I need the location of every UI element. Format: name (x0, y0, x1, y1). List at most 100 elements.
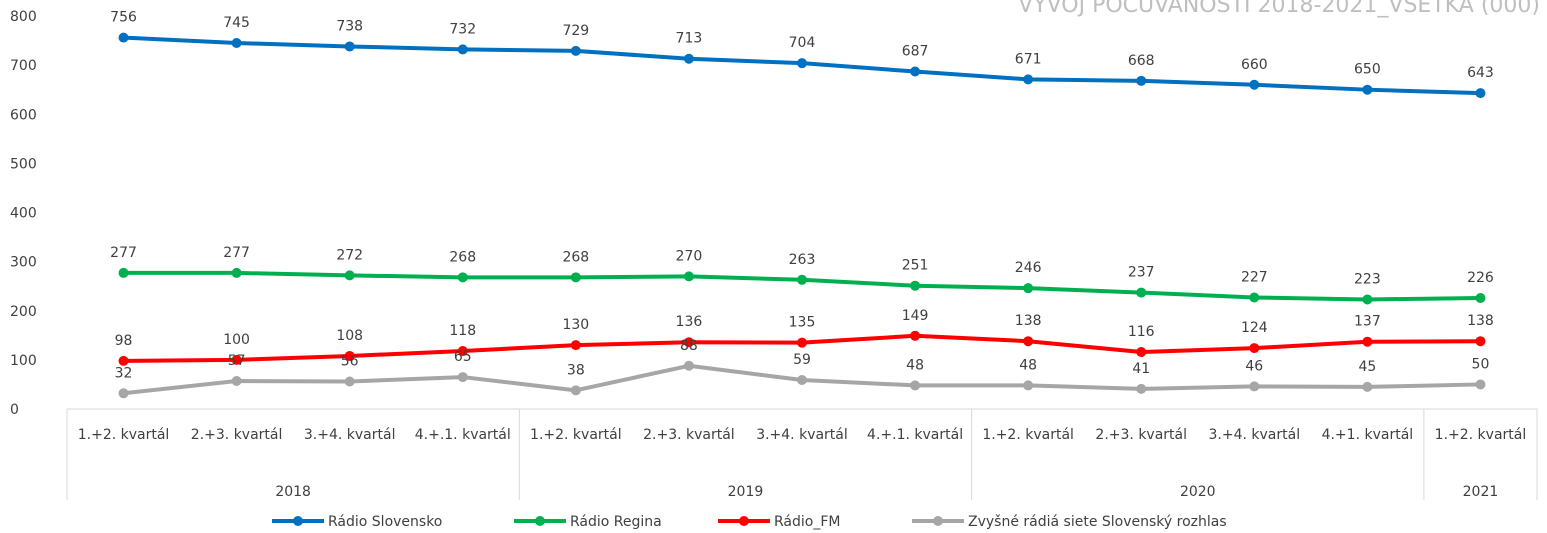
point (1362, 294, 1373, 305)
data-label: 50 (1472, 356, 1490, 372)
chart-title: VÝVOJ POČÚVANOSTI 2018-2021_VŠETKA (000) (1018, 0, 1540, 18)
data-label: 32 (115, 365, 133, 381)
legend-marker (535, 516, 545, 526)
legend-label: Rádio Slovensko (328, 514, 442, 530)
y-tick-label: 100 (10, 353, 37, 369)
x-tick-label: 1.+2. kvartál (982, 427, 1074, 443)
y-tick-label: 500 (10, 156, 37, 172)
point (457, 44, 468, 55)
point (797, 274, 807, 285)
data-label: 149 (902, 308, 929, 324)
data-label: 268 (449, 249, 476, 265)
data-label: 57 (228, 353, 246, 369)
point (118, 355, 129, 366)
data-label: 65 (454, 349, 472, 365)
data-label: 108 (336, 328, 363, 344)
data-label: 137 (1354, 314, 1381, 330)
point (231, 267, 242, 278)
x-tick-label: 1.+2. kvartál (77, 427, 170, 443)
data-label: 643 (1467, 65, 1494, 81)
x-tick-label: 4.+.1. kvartál (867, 427, 964, 443)
point (910, 330, 921, 341)
point (344, 270, 355, 281)
point (1136, 75, 1147, 86)
point (910, 280, 921, 291)
data-label: 732 (449, 21, 476, 37)
data-label: 116 (1128, 324, 1155, 340)
point (1249, 79, 1260, 90)
data-label: 745 (223, 15, 250, 31)
legend-label: Rádio_FM (774, 514, 840, 530)
point (1475, 379, 1486, 390)
data-label: 136 (676, 314, 703, 330)
point (910, 380, 921, 391)
point (797, 58, 807, 69)
data-label: 738 (336, 18, 363, 34)
point (1249, 381, 1260, 392)
data-label: 48 (1019, 357, 1037, 373)
group-label: 2020 (1180, 484, 1216, 500)
data-label: 251 (902, 258, 929, 274)
legend-marker (739, 516, 749, 526)
y-tick-label: 700 (10, 58, 37, 74)
x-tick-label: 3.+4. kvartál (1208, 427, 1301, 443)
point (231, 354, 242, 365)
y-tick-label: 0 (10, 402, 19, 418)
legend-label: Zvyšné rádiá siete Slovenský rozhlas (968, 514, 1227, 530)
data-label: 38 (567, 362, 585, 378)
data-label: 263 (789, 252, 816, 268)
point (1362, 381, 1373, 392)
data-label: 270 (676, 248, 703, 264)
y-tick-label: 600 (10, 107, 37, 123)
data-label: 41 (1132, 361, 1150, 377)
data-label: 277 (223, 245, 250, 261)
x-tick-label: 4.+1. kvartál (1321, 427, 1414, 443)
point (344, 41, 355, 52)
data-label: 56 (341, 353, 359, 369)
data-label: 687 (902, 44, 929, 60)
point (231, 38, 242, 49)
data-label: 729 (562, 23, 589, 39)
data-label: 277 (110, 245, 137, 261)
point (118, 388, 129, 399)
point (118, 267, 129, 278)
point (1475, 292, 1486, 303)
point (910, 66, 921, 77)
data-label: 48 (906, 357, 924, 373)
data-label: 138 (1015, 313, 1042, 329)
data-label: 138 (1467, 313, 1494, 329)
point (118, 32, 129, 43)
data-label: 227 (1241, 269, 1268, 285)
point (570, 45, 581, 56)
point (1362, 336, 1373, 347)
data-label: 713 (676, 31, 703, 47)
point (683, 360, 694, 371)
x-tick-label: 1.+2. kvartál (530, 427, 622, 443)
point (1362, 84, 1373, 95)
point (683, 337, 694, 348)
y-tick-label: 800 (10, 9, 37, 25)
data-label: 237 (1128, 265, 1155, 281)
x-tick-label: 2.+3. kvartál (643, 427, 735, 443)
point (797, 375, 807, 386)
x-tick-label: 4.+.1. kvartál (414, 427, 511, 443)
point (1023, 380, 1034, 391)
data-label: 704 (789, 35, 816, 51)
x-tick-label: 2.+3. kvartál (190, 427, 283, 443)
group-label: 2021 (1463, 484, 1499, 500)
data-label: 223 (1354, 271, 1381, 287)
legend-marker (293, 516, 303, 526)
point (231, 375, 242, 386)
data-label: 660 (1241, 57, 1268, 73)
data-label: 756 (110, 10, 137, 26)
legend-label: Rádio Regina (570, 514, 662, 530)
point (1023, 283, 1034, 294)
point (797, 337, 807, 348)
point (344, 350, 355, 361)
x-tick-label: 3.+4. kvartál (756, 427, 848, 443)
x-tick-label: 1.+2. kvartál (1434, 427, 1527, 443)
point (570, 272, 581, 283)
data-label: 45 (1358, 359, 1376, 375)
